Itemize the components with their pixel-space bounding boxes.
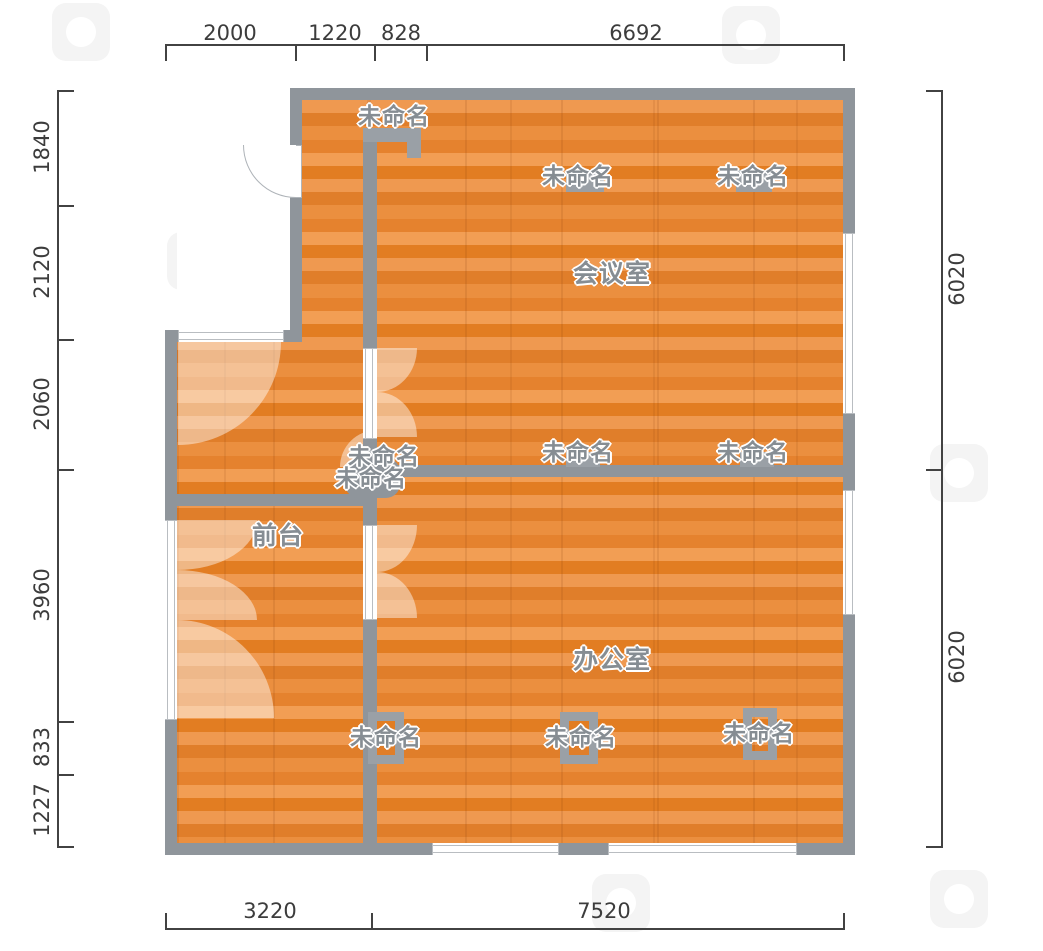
wall-junction	[345, 458, 400, 498]
dimension-label: 1840	[30, 120, 54, 174]
dimension-label: 3220	[243, 899, 297, 923]
wall-reception-divider[interactable]	[165, 494, 377, 506]
watermark-logo-icon	[52, 3, 110, 61]
dimension-tick	[926, 90, 943, 92]
window[interactable]	[843, 490, 855, 615]
dimension-line-bottom	[165, 928, 845, 930]
dimension-label: 1220	[308, 21, 362, 45]
dimension-label: 2000	[203, 21, 257, 45]
dimension-label: 6020	[945, 252, 969, 306]
dimension-line-top	[165, 44, 845, 46]
bracket-fixture-icon[interactable]	[363, 128, 421, 142]
dimension-tick	[371, 913, 373, 930]
dimension-tick	[57, 90, 74, 92]
dimension-tick	[57, 846, 74, 848]
interior-door-leaf[interactable]	[363, 525, 377, 620]
watermark-logo-icon	[592, 874, 650, 932]
unnamed-item-label[interactable]: 未命名	[358, 104, 430, 130]
room-label-meeting-room[interactable]: 会议室	[572, 259, 652, 288]
wall-interior-vertical[interactable]	[363, 128, 377, 348]
fixture-square-icon[interactable]	[740, 452, 774, 467]
dimension-label: 1227	[30, 783, 54, 837]
dimension-tick	[57, 339, 74, 341]
dimension-label: 828	[380, 21, 422, 45]
dimension-tick	[57, 721, 74, 723]
room-label-reception[interactable]: 前台	[251, 521, 305, 550]
wall-upper-left[interactable]	[290, 88, 302, 342]
dimension-tick	[843, 44, 845, 61]
dimension-tick	[426, 44, 428, 61]
dimension-tick	[57, 469, 74, 471]
dimension-label: 833	[30, 726, 54, 768]
dimension-tick	[295, 44, 297, 61]
dimension-tick	[374, 44, 376, 61]
dimension-tick	[165, 44, 167, 61]
unnamed-item-label[interactable]: 未命名	[335, 466, 407, 492]
wall-right[interactable]	[843, 88, 855, 855]
unnamed-item-label[interactable]: 未命名	[348, 444, 420, 470]
column-ring-icon[interactable]	[368, 712, 404, 764]
window[interactable]	[608, 843, 797, 855]
unnamed-item-label[interactable]: 未命名	[717, 440, 789, 466]
unnamed-item-label[interactable]: 未命名	[545, 725, 617, 751]
fixture-square-icon[interactable]	[566, 170, 604, 192]
dimension-label: 7520	[577, 899, 631, 923]
watermark-logo-icon	[930, 444, 988, 502]
unnamed-item-label[interactable]: 未命名	[717, 164, 789, 190]
window[interactable]	[432, 843, 559, 855]
unnamed-item-label[interactable]: 未命名	[542, 164, 614, 190]
column-ring-icon[interactable]	[743, 708, 777, 760]
entrance-door-leaf[interactable]	[165, 520, 177, 720]
dimension-tick	[57, 774, 74, 776]
column-ring-icon[interactable]	[560, 712, 598, 764]
dimension-tick	[165, 913, 167, 930]
wall-top[interactable]	[290, 88, 855, 100]
room-label-office[interactable]: 办公室	[572, 645, 652, 674]
exterior-cutout	[177, 100, 290, 330]
dimension-tick	[926, 846, 943, 848]
dimension-label: 2060	[30, 377, 54, 431]
fixture-square-icon[interactable]	[736, 170, 772, 192]
wall-divider-horizontal[interactable]	[363, 465, 843, 477]
unnamed-item-label[interactable]: 未命名	[350, 725, 422, 751]
dimension-label: 6020	[945, 630, 969, 684]
window[interactable]	[843, 233, 855, 414]
interior-door-leaf[interactable]	[363, 348, 377, 439]
dimension-tick	[57, 205, 74, 207]
reception-door-leaf[interactable]	[178, 330, 284, 342]
unnamed-item-label[interactable]: 未命名	[542, 440, 614, 466]
dimension-tick	[843, 913, 845, 930]
watermark-logo-icon	[722, 6, 780, 64]
watermark-logo-icon	[930, 870, 988, 928]
fixture-square-icon[interactable]	[566, 452, 600, 467]
dimension-tick	[926, 469, 943, 471]
bracket-fixture-icon[interactable]	[407, 142, 421, 158]
unnamed-item-label[interactable]: 未命名	[723, 721, 795, 747]
dimension-label: 6692	[609, 21, 663, 45]
dimension-label: 2120	[30, 245, 54, 299]
dimension-label: 3960	[30, 568, 54, 622]
